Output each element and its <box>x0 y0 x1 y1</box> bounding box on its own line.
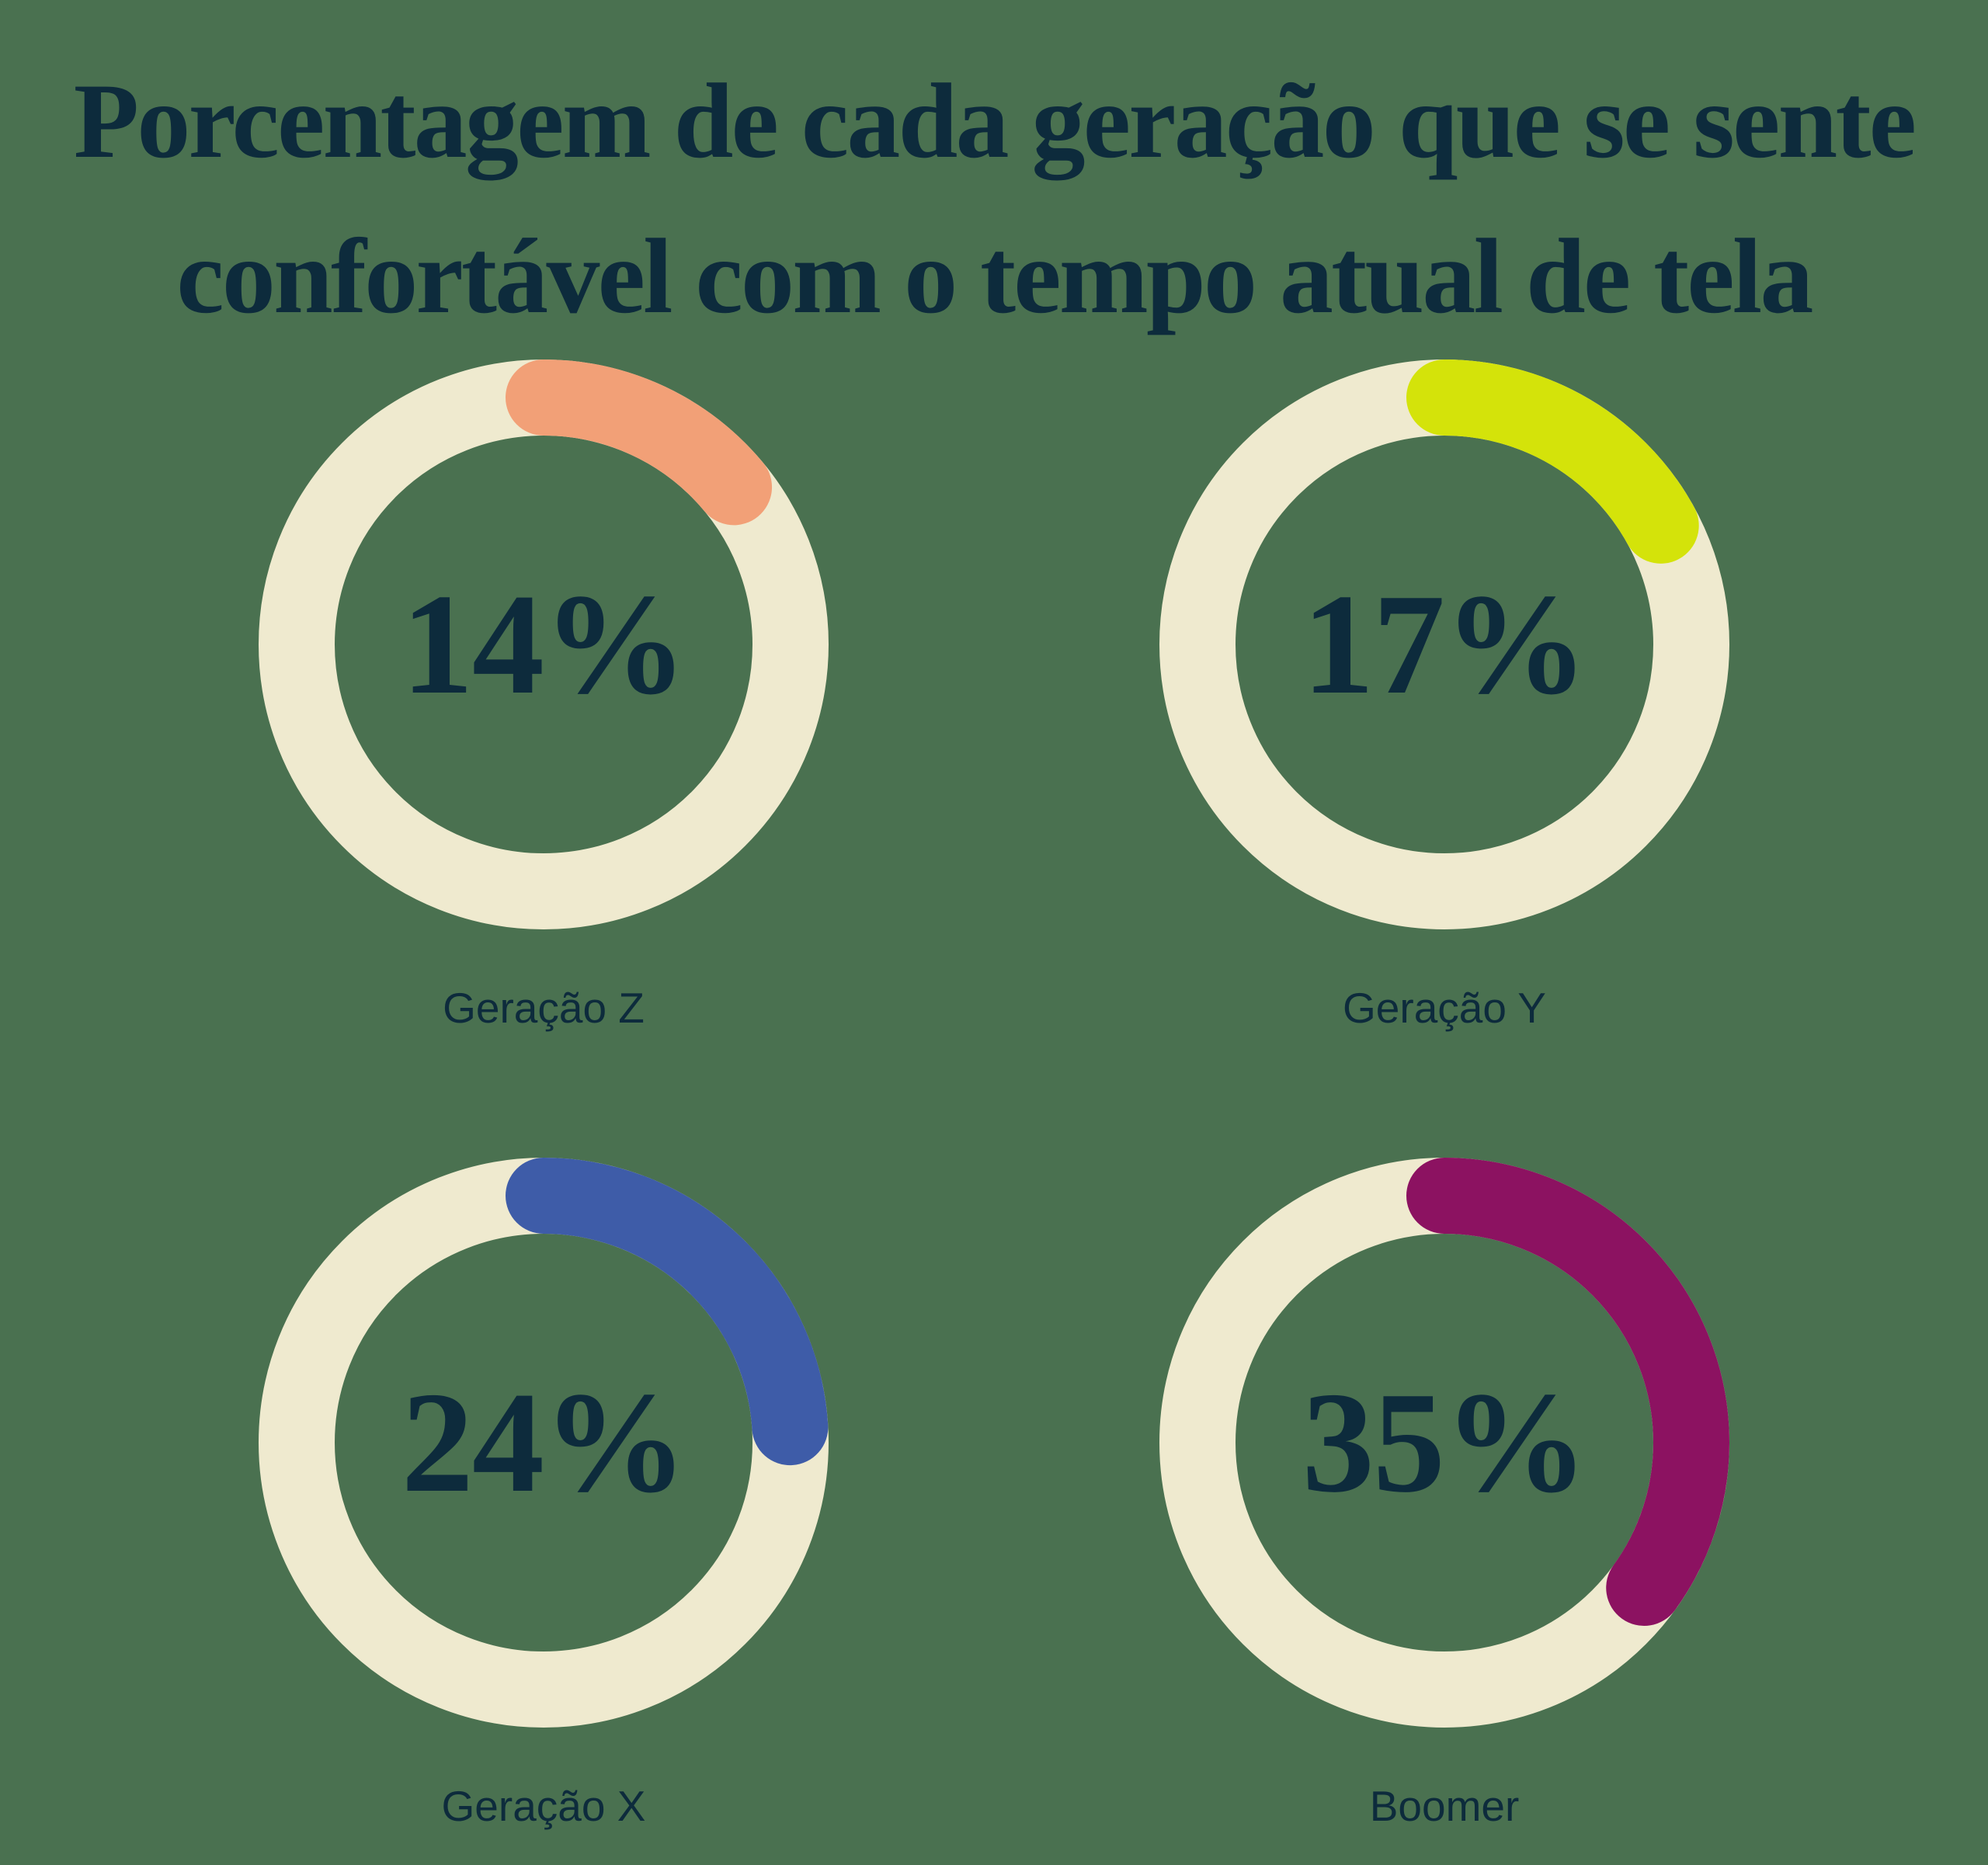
donut-cell-boomer: 35% Boomer <box>994 1155 1895 1831</box>
donut-chart-boomer: 35% <box>1157 1155 1732 1730</box>
donut-value-geracao-y: 17% <box>1302 564 1588 725</box>
donut-ring-svg-geracao-y <box>1159 359 1729 930</box>
donut-cell-geracao-x: 24% Geração X <box>93 1155 994 1831</box>
donut-ring-svg-geracao-z <box>259 359 829 930</box>
donut-arc-geracao-z <box>259 359 829 930</box>
donut-chart-geracao-y: 17% <box>1157 357 1732 932</box>
donut-label-boomer: Boomer <box>1369 1782 1520 1831</box>
donut-label-geracao-y: Geração Y <box>1343 984 1546 1033</box>
donut-label-geracao-z: Geração Z <box>443 984 645 1033</box>
donut-value-geracao-z: 14% <box>401 564 687 725</box>
chart-title-line-1: Porcentagem de cada geração que se sente <box>73 61 1917 180</box>
chart-title-line-2: confortável com o tempo atual de tela <box>176 217 1813 336</box>
chart-title: Porcentagem de cada geração que se sente… <box>0 0 1988 354</box>
donut-ring-svg-geracao-x <box>259 1158 829 1728</box>
donut-chart-geracao-z: 14% <box>256 357 831 932</box>
donut-cell-geracao-y: 17% Geração Y <box>994 357 1895 1033</box>
donut-label-geracao-x: Geração X <box>441 1782 646 1831</box>
donut-chart-geracao-x: 24% <box>256 1155 831 1730</box>
donut-value-boomer: 35% <box>1302 1363 1588 1523</box>
donut-arc-geracao-y <box>1159 359 1729 930</box>
donut-grid: 14% Geração Z 17% Geração Y 24% Geração X 35% B… <box>0 354 1988 1831</box>
donut-cell-geracao-z: 14% Geração Z <box>93 357 994 1033</box>
donut-arc-geracao-x <box>259 1158 829 1728</box>
donut-ring-svg-boomer <box>1159 1158 1729 1728</box>
donut-arc-boomer <box>1159 1158 1729 1728</box>
donut-value-geracao-x: 24% <box>401 1363 687 1523</box>
